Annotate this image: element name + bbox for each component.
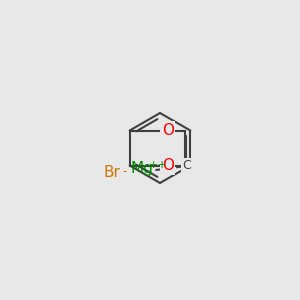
Text: -: -: [122, 165, 127, 178]
Text: ++: ++: [149, 160, 168, 170]
Text: O: O: [162, 123, 174, 138]
Text: Mg: Mg: [131, 161, 154, 176]
Text: O: O: [162, 158, 174, 173]
Text: Br: Br: [104, 165, 121, 180]
Text: C: C: [182, 159, 191, 172]
